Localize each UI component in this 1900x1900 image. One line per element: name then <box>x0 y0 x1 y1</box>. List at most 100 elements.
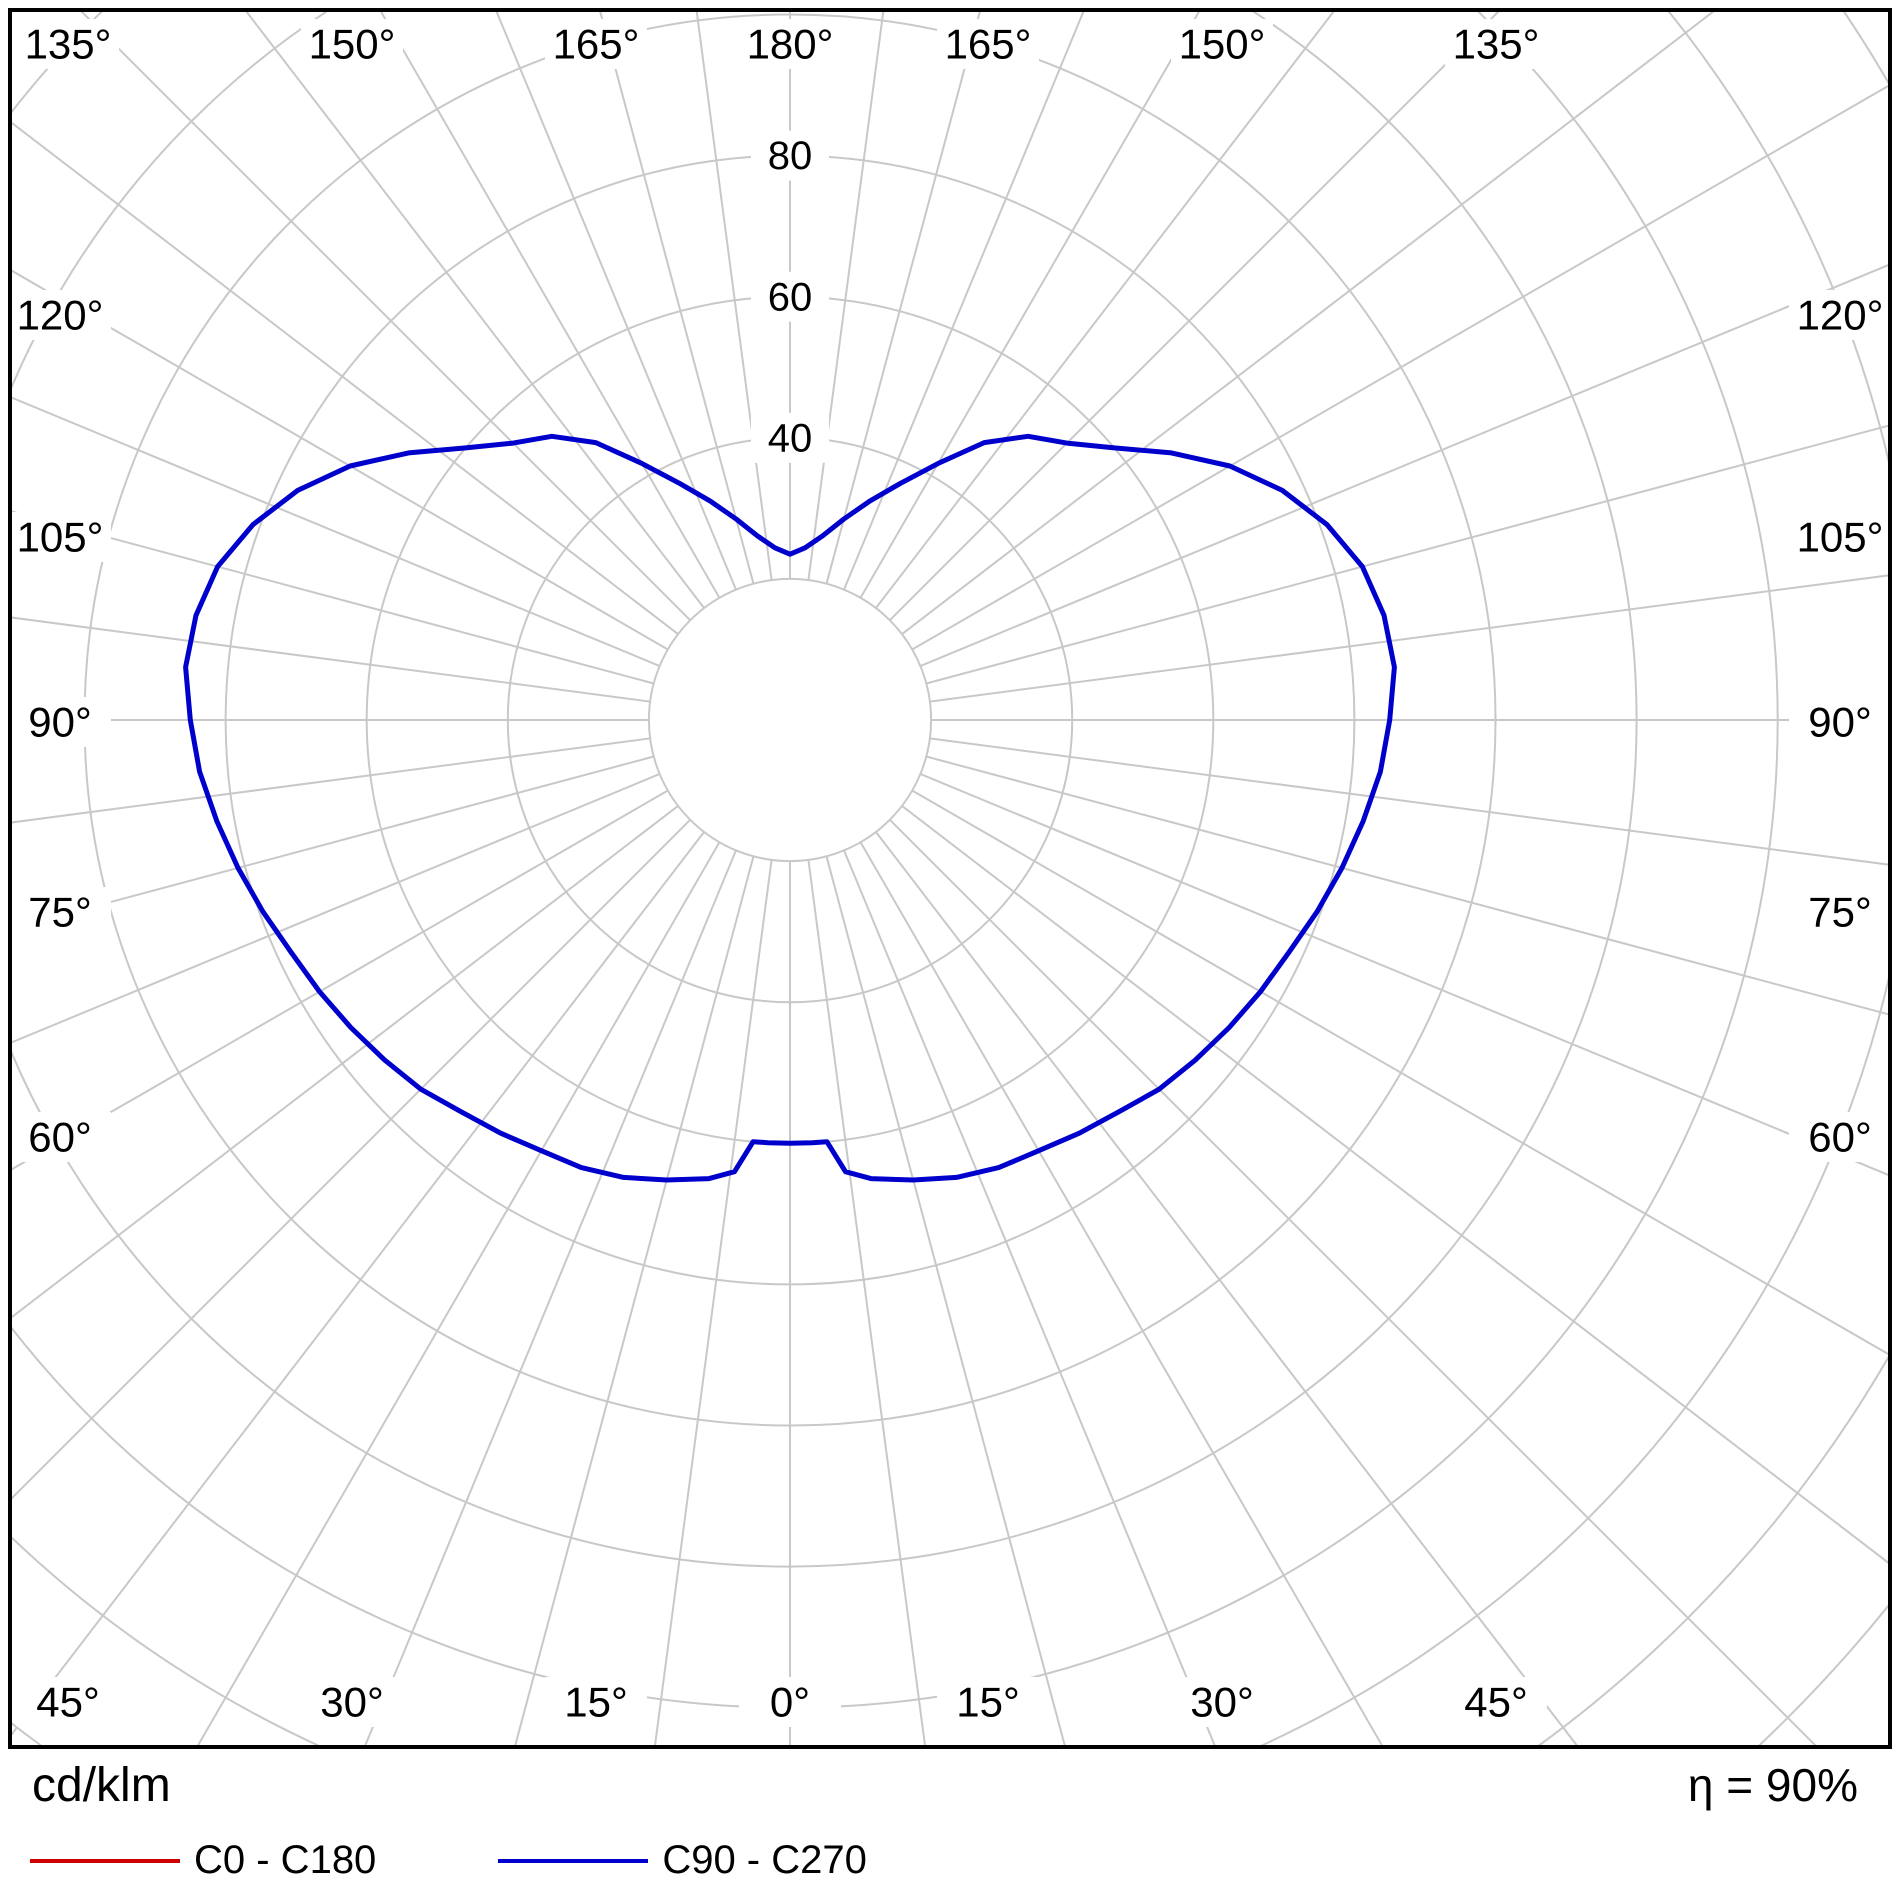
polar-grid-spoke <box>653 859 773 1747</box>
chart-frame <box>8 8 1892 1749</box>
polar-grid-spoke <box>919 263 1890 667</box>
polar-grid-spoke <box>843 10 1086 591</box>
polar-grid-spoke <box>929 574 1890 703</box>
legend-item-c90-c270: C90 - C270 <box>498 1838 867 1883</box>
angle-label-bottom: 15° <box>956 1678 1020 1725</box>
chart-footer: cd/klm η = 90% C0 - C180 C90 - C270 <box>0 1750 1900 1900</box>
angle-label-right: 60° <box>1808 1113 1872 1160</box>
unit-label: cd/klm <box>32 1759 171 1812</box>
angle-label-left: 75° <box>28 888 92 935</box>
polar-grid-spoke <box>243 10 705 609</box>
polar-grid-spoke <box>919 773 1890 1177</box>
polar-grid-spoke <box>901 10 1717 635</box>
legend-label-c90-c270: C90 - C270 <box>662 1838 867 1882</box>
radial-tick-label-bg <box>751 412 829 463</box>
angle-label-top-bg <box>1445 19 1547 69</box>
polar-grid-spoke <box>10 805 679 1320</box>
angle-label-bottom-bg <box>301 1677 403 1727</box>
radial-tick-label: 80 <box>768 134 813 178</box>
polar-grid-spoke <box>901 805 1890 1566</box>
angle-label-left: 60° <box>28 1113 92 1160</box>
polar-grid-spoke <box>888 10 1502 622</box>
efficiency-label: η = 90% <box>1687 1759 1858 1811</box>
angle-label-top: 165° <box>553 20 640 67</box>
angle-label-top: 135° <box>1453 20 1540 67</box>
angle-label-left: 120° <box>17 291 104 338</box>
polar-grid-spoke <box>598 10 755 585</box>
polar-grid-spoke <box>10 509 655 685</box>
radial-tick-label-bg <box>751 271 829 322</box>
angle-label-left-bg <box>9 290 111 340</box>
c90-c270-line-swatch <box>498 1858 649 1863</box>
angle-label-bottom-bg <box>937 1677 1039 1727</box>
polar-grid-spoke <box>494 10 737 591</box>
angle-label-bottom: 0° <box>770 1678 810 1725</box>
angle-label-left-bg <box>9 512 111 562</box>
angle-label-bottom: 45° <box>36 1678 100 1725</box>
polar-grid-spoke <box>695 10 773 581</box>
angle-label-top-bg <box>937 19 1039 69</box>
polar-grid-spoke <box>78 10 692 622</box>
angle-label-top-bg <box>17 19 119 69</box>
polar-grid-spoke <box>875 831 1580 1747</box>
polar-grid-spoke <box>10 737 651 824</box>
polar-grid-spoke <box>888 818 1819 1747</box>
polar-grid-spoke <box>10 755 655 931</box>
polar-grid-spoke <box>513 855 755 1747</box>
polar-grid-spoke <box>925 755 1890 1016</box>
polar-grid-spoke <box>911 83 1890 651</box>
polar-grid-spoke <box>10 395 661 667</box>
axis-labels: 40 60 80 135° 150° 165° 180° 165° 150° 135° 45° 30°… <box>9 19 1891 1727</box>
angle-label-bottom-bg <box>1171 1677 1273 1727</box>
angle-label-top: 180° <box>747 20 834 67</box>
angle-label-left: 90° <box>28 698 92 745</box>
angle-label-right: 105° <box>1797 513 1884 560</box>
angle-label-top-bg <box>739 19 841 69</box>
angle-label-top: 165° <box>945 20 1032 67</box>
angle-label-top: 150° <box>309 20 396 67</box>
polar-grid-spoke <box>10 268 669 651</box>
angle-label-right-bg <box>1789 512 1891 562</box>
angle-label-right-bg <box>1789 1112 1891 1162</box>
angle-label-right: 75° <box>1808 888 1872 935</box>
c0-c180-line-swatch <box>30 1858 180 1863</box>
polar-grid-spoke <box>843 849 1217 1747</box>
angle-label-left-bg <box>9 697 111 747</box>
polar-grid-spoke <box>911 789 1890 1357</box>
c90-c270-curve <box>183 433 1397 1183</box>
angle-label-bottom: 30° <box>1190 1678 1254 1725</box>
polar-grid-spoke <box>363 849 737 1747</box>
curves <box>183 433 1397 1183</box>
polar-grid-spoke <box>929 737 1890 866</box>
polar-grid-spoke <box>10 818 692 1502</box>
radial-tick-label: 40 <box>768 416 813 460</box>
legend-label-c0-c180: C0 - C180 <box>194 1838 377 1882</box>
radial-tick-label-bg <box>751 130 829 181</box>
angle-label-right-bg <box>1789 290 1891 340</box>
angle-label-right: 120° <box>1797 291 1884 338</box>
angle-label-top-bg <box>301 19 403 69</box>
angle-label-top: 135° <box>25 20 112 67</box>
angle-label-bottom-bg <box>1445 1677 1547 1727</box>
polar-grid-spoke <box>859 841 1385 1747</box>
polar-grid-spoke <box>825 10 982 585</box>
legend-item-c0-c180: C0 - C180 <box>30 1838 376 1883</box>
polar-grid-spoke <box>825 855 1067 1747</box>
angle-label-bottom: 45° <box>1464 1678 1528 1725</box>
polar-grid-spoke <box>859 10 1202 599</box>
radial-tick-label: 60 <box>768 275 813 319</box>
angle-label-bottom-bg <box>739 1677 841 1727</box>
polar-grid-spoke <box>195 841 721 1747</box>
polar-grid-spoke <box>925 424 1890 685</box>
polar-grid-spoke <box>875 10 1337 609</box>
polar-grid-spoke <box>10 773 661 1045</box>
angle-label-top-bg <box>545 19 647 69</box>
polar-grid-spoke <box>807 859 927 1747</box>
angle-label-right: 90° <box>1808 698 1872 745</box>
polar-grid-spoke <box>10 120 679 635</box>
polar-grid-spoke <box>378 10 721 599</box>
angle-label-bottom-bg <box>545 1677 647 1727</box>
